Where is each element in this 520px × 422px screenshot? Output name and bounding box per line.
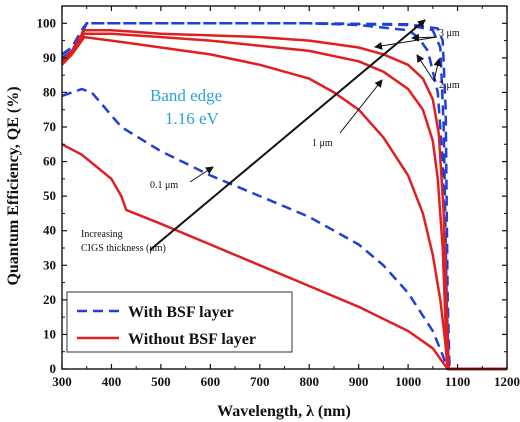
thickness-label-01um: 0.1 μm [150, 180, 178, 191]
y-tick-label: 0 [50, 361, 57, 376]
thickness-label-3um: 3 μm [439, 28, 460, 39]
y-tick-label: 10 [43, 326, 56, 341]
y-tick-label: 50 [43, 188, 56, 203]
increasing-thickness-arrow [149, 19, 426, 251]
x-axis-title: Wavelength, λ (nm) [217, 403, 351, 420]
series-line-no-bsf-4 [61, 143, 507, 371]
legend-label-no-bsf: Without BSF layer [128, 331, 256, 348]
arrow-3um-b [411, 33, 438, 42]
y-tick-label: 70 [43, 119, 56, 134]
x-tick-label: 800 [299, 374, 319, 389]
arrow-01um [189, 166, 214, 183]
y-tick-label: 100 [37, 15, 57, 30]
y-tick-label: 20 [43, 292, 56, 307]
y-tick-label: 30 [43, 257, 56, 272]
x-tick-label: 600 [201, 374, 221, 389]
axis-ticks: 300 400 500 600 700 800 900 1000 1100 1200 0 10 20 30… [37, 6, 520, 389]
series-line-no-bsf-6 [61, 32, 507, 371]
x-tick-label: 1200 [494, 374, 520, 389]
y-tick-label: 90 [43, 50, 56, 65]
arrow-1um [339, 79, 383, 134]
y-tick-label: 60 [43, 154, 56, 169]
arrow-2um-a [416, 54, 435, 82]
arrow-3um-a [374, 36, 438, 50]
band-edge-value: 1.16 eV [165, 109, 220, 128]
y-tick-label: 40 [43, 223, 56, 238]
x-tick-label: 900 [349, 374, 369, 389]
band-edge-label: Band edge [150, 86, 222, 105]
y-tick-label: 80 [43, 84, 56, 99]
x-tick-label: 1000 [395, 374, 421, 389]
legend-box [66, 291, 293, 353]
arrow-2um-b [433, 58, 442, 82]
thickness-label-2um: 2 μm [439, 80, 460, 91]
legend: With BSF layer Without BSF layer [66, 291, 293, 353]
legend-label-bsf: With BSF layer [128, 304, 234, 321]
x-tick-label: 500 [151, 374, 171, 389]
annotation-arrows [149, 19, 442, 251]
x-tick-label: 1100 [445, 374, 470, 389]
y-axis-title: Quantum Efficiency, QE (%) [5, 86, 22, 285]
increasing-label: Increasing [81, 229, 123, 240]
thickness-label-1um: 1 μm [312, 138, 333, 149]
x-tick-label: 400 [102, 374, 122, 389]
x-tick-label: 300 [52, 374, 72, 389]
series-line-bsf-0 [61, 87, 507, 371]
x-tick-label: 700 [250, 374, 270, 389]
increasing-thickness-label: CIGS thickness (μm) [81, 243, 166, 254]
